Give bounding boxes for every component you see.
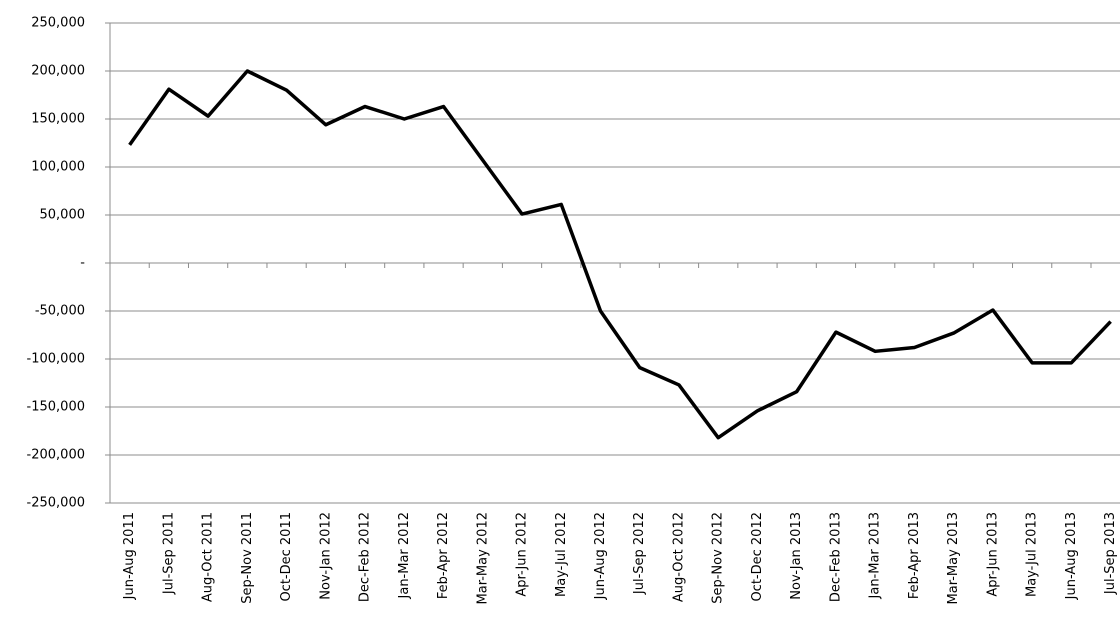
y-tick-label: 250,000	[31, 16, 85, 31]
x-tick-label: Oct-Dec 2011	[279, 512, 294, 602]
x-tick-label: Dec-Feb 2013	[828, 512, 843, 602]
y-tick-label: 150,000	[31, 112, 85, 127]
y-tick-label: -100,000	[27, 352, 85, 367]
x-tick-label: Sep-Nov 2011	[240, 512, 255, 604]
x-tick-label: Jan-Mar 2012	[397, 512, 412, 599]
line-series	[128, 69, 1112, 440]
x-tick-label: Jun-Aug 2012	[593, 512, 608, 600]
y-tick-label: -150,000	[27, 400, 85, 415]
x-tick-label: Apr-Jun 2012	[515, 512, 530, 597]
x-tick-label: Aug-Oct 2012	[671, 512, 686, 602]
x-tick-label: Jul-Sep 2011	[161, 512, 176, 595]
x-tick-label: Apr-Jun 2013	[985, 512, 1000, 597]
y-tick-label: -200,000	[27, 448, 85, 463]
y-tick-label: 200,000	[31, 64, 85, 79]
x-tick-label: Feb-Apr 2012	[436, 512, 451, 599]
x-tick-label: May-Jul 2013	[1025, 512, 1040, 597]
x-tick-label: Nov-Jan 2012	[318, 512, 333, 600]
x-tick-label: Jul-Sep 2012	[632, 512, 647, 595]
x-tick-label: Mar-May 2013	[946, 512, 961, 604]
x-tick-label: Sep-Nov 2012	[711, 512, 726, 604]
x-tick-label: Oct-Dec 2012	[750, 512, 765, 602]
x-tick-label: Feb-Apr 2013	[907, 512, 922, 599]
x-tick-label: Dec-Feb 2012	[358, 512, 373, 602]
x-tick-label: Jun-Aug 2013	[1064, 512, 1079, 600]
y-tick-label: 100,000	[31, 160, 85, 175]
y-tick-label: -	[80, 256, 85, 271]
x-tick-label: Jun-Aug 2011	[122, 512, 137, 600]
x-tick-label: Jan-Mar 2013	[868, 512, 883, 599]
x-tick-label: Jul-Sep 2013	[1103, 512, 1118, 595]
x-tick-label: Mar-May 2012	[475, 512, 490, 604]
x-tick-label: Aug-Oct 2011	[201, 512, 216, 602]
x-tick-label: May-Jul 2012	[554, 512, 569, 597]
y-tick-label: -50,000	[35, 304, 85, 319]
y-tick-label: 50,000	[40, 208, 86, 223]
x-tick-label: Nov-Jan 2013	[789, 512, 804, 600]
y-tick-label: -250,000	[27, 496, 85, 511]
